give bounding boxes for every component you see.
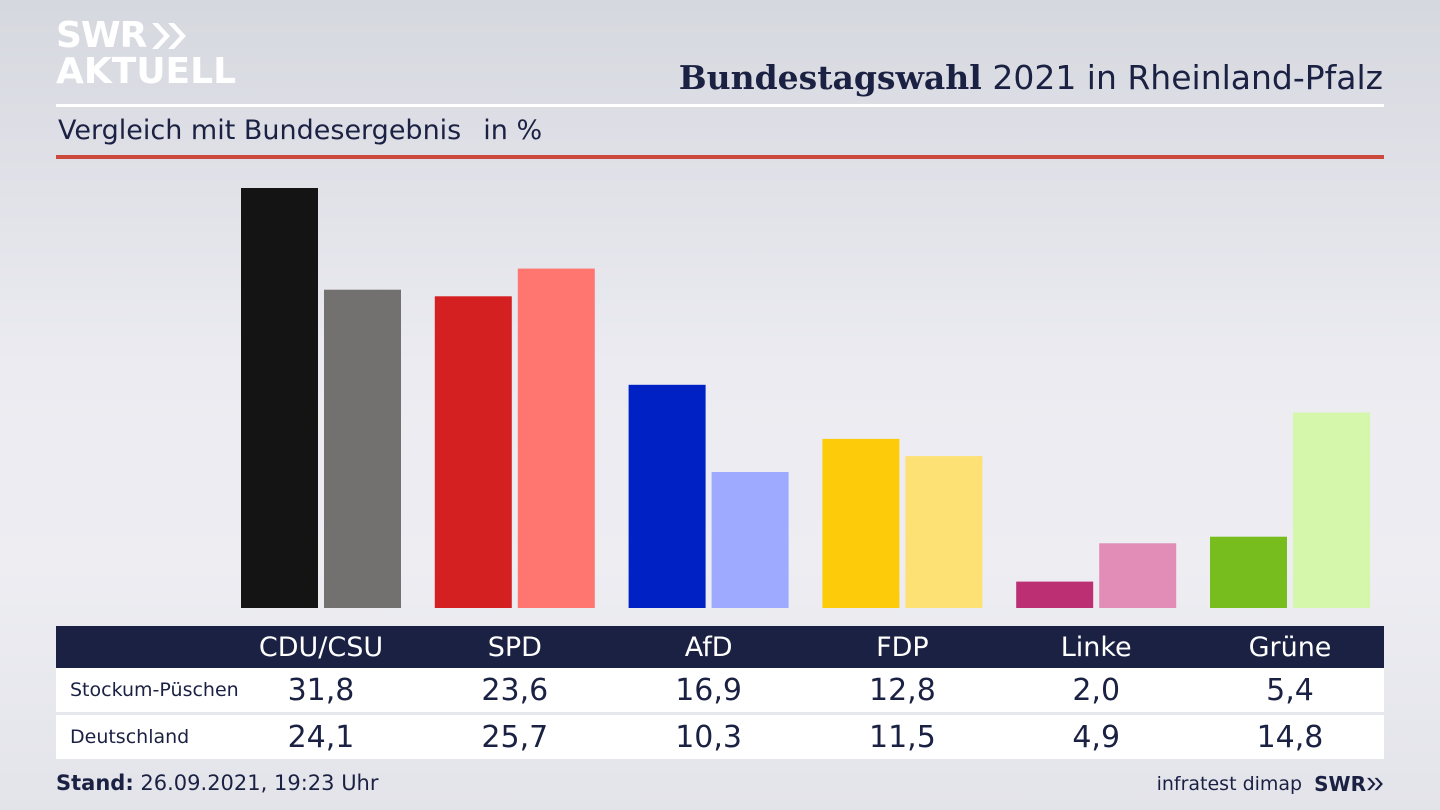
- unit-label: in %: [483, 115, 543, 146]
- bar-stockum-grüne: [1210, 536, 1287, 608]
- logo-text-aktuell: AKTUELL: [56, 51, 237, 92]
- bar-stockum-linke: [1016, 581, 1094, 608]
- swr-brand: SWR: [1314, 772, 1384, 796]
- divider-red: [56, 155, 1384, 159]
- value-stockum-linke: 2,0: [1072, 672, 1121, 708]
- logo-text-swr: SWR: [56, 15, 147, 56]
- divider-white: [56, 104, 1384, 107]
- bar-deutschland-grüne: [1293, 412, 1370, 608]
- column-header-grüne: Grüne: [1248, 631, 1332, 663]
- bar-stockum-spd: [434, 296, 512, 608]
- swr-brand-text: SWR: [1314, 772, 1366, 796]
- column-header-fdp: FDP: [876, 631, 929, 663]
- value-stockum-cducsu: 31,8: [287, 672, 355, 708]
- column-header-spd: SPD: [487, 631, 542, 663]
- value-deutschland-fdp: 11,5: [868, 719, 936, 755]
- page-title: Bundestagswahl 2021 in Rheinland-Pfalz: [679, 58, 1383, 97]
- double-chevron-icon: [1367, 777, 1383, 791]
- value-deutschland-cducsu: 24,1: [287, 719, 355, 755]
- source-credit: infratest dimap SWR: [1157, 772, 1384, 796]
- bar-stockum-fdp: [822, 438, 900, 608]
- value-stockum-grüne: 5,4: [1266, 672, 1314, 708]
- value-stockum-spd: 23,6: [481, 672, 549, 708]
- source-text: infratest dimap: [1156, 773, 1303, 795]
- column-header-cducsu: CDU/CSU: [258, 631, 384, 663]
- value-deutschland-linke: 4,9: [1072, 719, 1121, 755]
- bar-stockum-cducsu: [241, 188, 318, 608]
- table-row-deutschland: Deutschland 24,1 25,7 10,3 11,5 4,9 14,8: [56, 715, 1384, 759]
- row-label-stockum: Stockum-Püschen: [70, 679, 239, 701]
- bar-deutschland-linke: [1099, 543, 1177, 608]
- row-label-deutschland: Deutschland: [70, 726, 190, 748]
- column-header-afd: AfD: [684, 631, 733, 663]
- value-deutschland-spd: 25,7: [481, 719, 549, 755]
- value-stockum-fdp: 12,8: [868, 672, 936, 708]
- bar-stockum-afd: [628, 384, 706, 608]
- value-deutschland-afd: 10,3: [675, 719, 742, 755]
- bar-deutschland-afd: [711, 472, 789, 608]
- table-row-stockum: Stockum-Püschen 31,8 23,6 16,9 12,8 2,0 5,4: [56, 668, 1384, 712]
- results-table: CDU/CSU SPD AfD FDP Linke Grüne Stockum-Püsch…: [56, 626, 1384, 759]
- value-stockum-afd: 16,9: [675, 672, 742, 708]
- title-rest: 2021 in Rheinland-Pfalz: [992, 58, 1383, 97]
- subtitle: Vergleich mit Bundesergebnis in %: [58, 115, 542, 146]
- column-header-linke: Linke: [1060, 631, 1132, 663]
- subtitle-text: Vergleich mit Bundesergebnis: [58, 115, 462, 146]
- value-deutschland-grüne: 14,8: [1256, 719, 1324, 755]
- swr-aktuell-logo: SWR AKTUELL: [56, 18, 236, 90]
- bar-deutschland-fdp: [905, 456, 983, 608]
- title-bold: Bundestagswahl: [678, 58, 982, 97]
- table-header: CDU/CSU SPD AfD FDP Linke Grüne: [56, 626, 1384, 668]
- bar-deutschland-spd: [517, 268, 595, 608]
- timestamp: Stand: 26.09.2021, 19:23 Uhr: [56, 771, 379, 795]
- double-chevron-icon: [150, 21, 188, 51]
- bar-deutschland-cducsu: [324, 289, 401, 608]
- stand-value: 26.09.2021, 19:23 Uhr: [140, 771, 379, 795]
- stand-label: Stand:: [56, 771, 134, 795]
